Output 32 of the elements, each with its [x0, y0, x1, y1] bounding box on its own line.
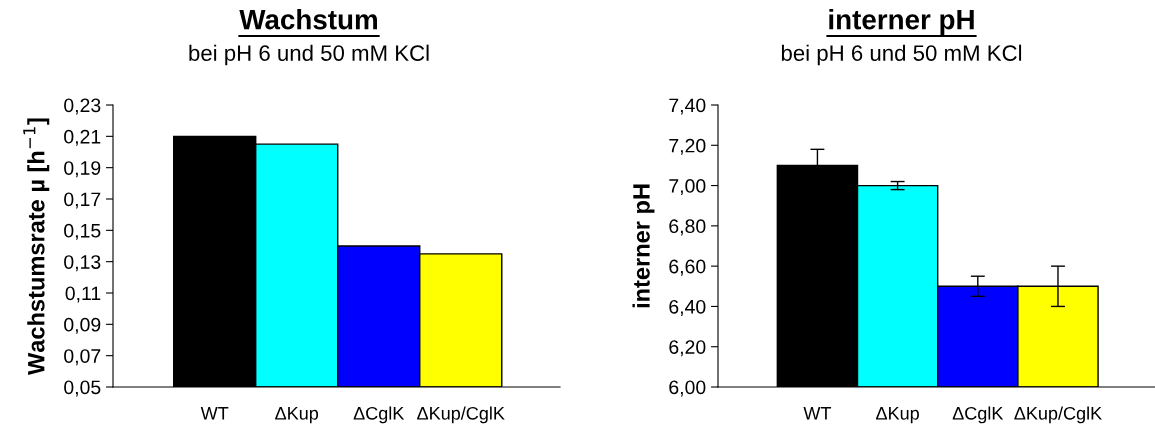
x-tick-label: ΔCglK [952, 406, 1004, 424]
y-tick-label: 7,00 [669, 179, 706, 196]
y-tick-label: 0,15 [64, 223, 101, 240]
y-axis-title: interner pH [632, 184, 655, 308]
y-tick-label: 7,40 [669, 98, 706, 115]
y-tick-label: 0,13 [64, 255, 101, 272]
x-tick-label: ΔKup [876, 407, 919, 424]
x-tick-label: ΔKup/CglK [1014, 406, 1102, 424]
y-tick-label: 0,17 [64, 192, 101, 209]
y-tick-label: 6,20 [669, 340, 706, 357]
y-tick-label: 6,60 [669, 259, 706, 276]
chart-title: interner pH [829, 9, 974, 35]
y-tick-label: 0,09 [64, 317, 101, 334]
y-axis-title: Wachstumsrate µ [h$^{−1}$] [23, 118, 50, 376]
x-tick-label: WT [803, 407, 832, 420]
chart-subtitle: bei pH 6 und 50 mM KCl [781, 44, 1022, 66]
x-tick-label: ΔCglK [353, 406, 405, 424]
y-tick-label: 0,21 [64, 129, 101, 146]
y-tick-label: 0,07 [64, 349, 101, 366]
x-tick-label: WT [200, 407, 229, 420]
y-tick-label: 6,80 [669, 219, 706, 236]
y-tick-label: 0,05 [64, 380, 101, 397]
y-tick-label: 7,20 [669, 138, 706, 155]
y-tick-label: 6,00 [669, 380, 706, 397]
y-tick-label: 6,40 [669, 299, 706, 316]
y-tick-label: 0,11 [65, 286, 101, 303]
x-tick-label: ΔKup/CglK [417, 406, 505, 424]
x-tick-label: ΔKup [275, 407, 319, 424]
chart-subtitle: bei pH 6 und 50 mM KCl [189, 44, 429, 66]
y-tick-label: 0,19 [64, 161, 101, 178]
y-tick-label: 0,23 [64, 98, 101, 115]
chart-title: Wachstum [239, 9, 377, 30]
